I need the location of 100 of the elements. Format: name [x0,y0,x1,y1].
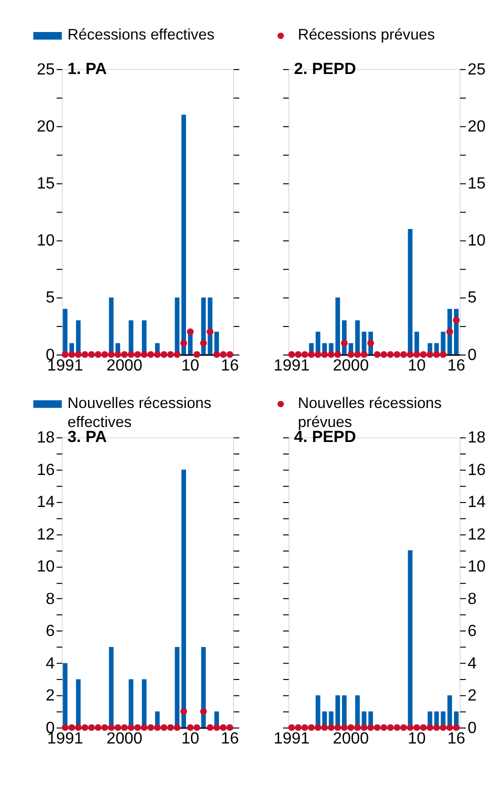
x-tick-label: 2000 [106,729,142,748]
point [186,328,194,336]
point [154,351,161,358]
point [194,351,200,358]
point [213,351,220,358]
legend-label: Récessions effectives [68,26,215,44]
point [340,340,348,346]
y-tick-label: 4 [468,654,477,672]
chart-title: 1. PA [68,60,108,78]
y-tick-label: 20 [36,117,55,136]
legend-label: Nouvelles récessions prévues [298,394,442,431]
point [440,351,446,358]
point [114,351,122,358]
x-tick-label: 10 [181,356,200,374]
point [134,351,141,358]
y-tick-label: 0 [468,346,477,364]
point [360,351,368,358]
point [74,351,82,358]
legend-label: Récessions prévues [298,26,436,44]
point [288,351,295,358]
y-tick-label: 10 [36,558,55,576]
x-tick-label: 16 [220,356,239,374]
y-tick-label: 2 [468,686,477,705]
y-tick-label: 10 [36,232,55,250]
point [426,351,434,358]
point [308,351,315,358]
point [94,351,102,358]
point [167,351,174,358]
point [328,351,335,358]
point [88,351,95,358]
y-tick-label: 10 [468,558,486,576]
y-tick-label: 14 [468,493,486,512]
point [108,351,115,358]
point [226,351,234,358]
point [82,351,88,358]
point [160,351,168,358]
y-tick-label: 15 [468,174,486,193]
point [380,351,388,358]
point [406,351,414,358]
y-tick-label: 0 [468,718,477,737]
x-tick-label: 1991 [274,729,310,748]
y-tick-label: 8 [468,590,477,608]
point [140,351,148,358]
y-tick-label: 4 [46,654,55,672]
y-tick-label: 18 [468,428,486,447]
point [321,351,328,358]
point [374,351,381,358]
point [400,351,407,358]
y-tick-label: 12 [36,525,55,544]
x-tick-label: 10 [408,729,426,748]
x-tick-label: 16 [447,729,466,748]
point [348,351,354,358]
point [334,351,342,358]
x-tick-label: 10 [181,729,200,748]
point [433,351,440,358]
point [367,340,374,346]
point [314,351,322,358]
legend-label: Nouvelles récessions effectives [68,394,212,431]
y-tick-label: 5 [468,288,477,307]
y-tick-label: 14 [36,493,55,512]
point [121,351,128,358]
x-tick-label: 2000 [332,356,369,374]
x-tick-label: 16 [447,356,466,374]
y-tick-label: 5 [46,288,55,307]
x-tick-label: 2000 [106,356,142,374]
y-tick-label: 25 [468,60,486,78]
point [394,351,400,358]
point [220,351,227,358]
point [180,340,188,346]
point [128,351,134,358]
y-tick-label: 8 [46,590,55,608]
y-tick-label: 15 [36,174,55,193]
point [446,328,454,336]
point [387,351,394,358]
x-tick-label: 2000 [332,729,369,748]
point [174,351,180,358]
x-tick-label: 1991 [274,356,310,374]
y-tick-label: 12 [468,525,486,544]
bar [181,114,186,355]
bar [201,646,206,728]
y-tick-label: 2 [46,686,55,705]
chart-title: 2. PEPD [294,60,356,78]
bar [181,470,186,728]
point [413,351,420,358]
y-tick-label: 16 [468,460,486,479]
point [200,340,207,346]
point [147,351,154,358]
y-tick-label: 10 [468,232,486,250]
y-tick-label: 20 [468,117,486,136]
point [68,351,76,358]
y-tick-label: 6 [46,622,55,640]
point [354,351,361,358]
point [294,351,302,358]
y-tick-label: 25 [36,60,55,78]
point [101,351,108,358]
point [452,316,460,324]
point [301,351,308,358]
x-tick-label: 10 [408,356,426,374]
bar [201,297,206,355]
y-tick-label: 16 [36,460,55,479]
